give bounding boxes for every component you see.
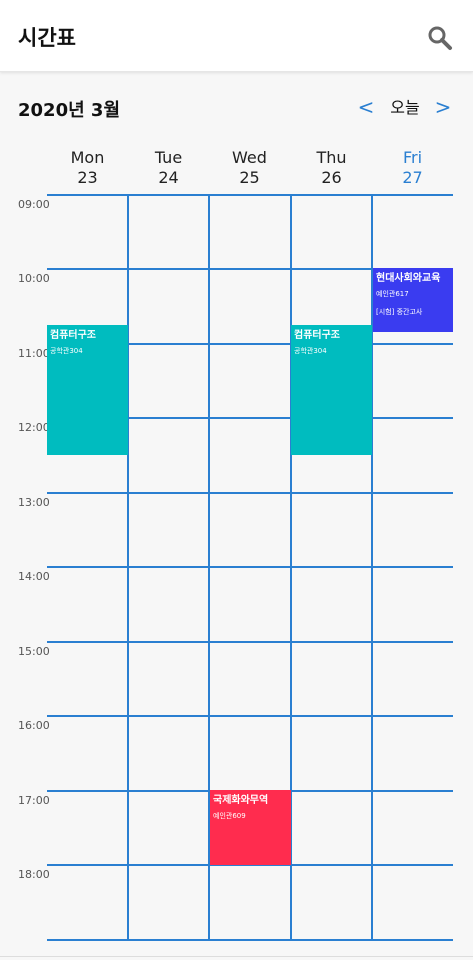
- app-title: 시간표: [18, 26, 76, 50]
- today-button[interactable]: 오늘: [390, 98, 420, 117]
- time-label: 13:00: [18, 496, 50, 509]
- day-date: 26: [321, 168, 342, 187]
- day-header-fri: Fri 27: [372, 148, 453, 192]
- next-week-button[interactable]: >: [434, 95, 452, 119]
- time-label: 18:00: [18, 868, 50, 881]
- day-header-wed: Wed 25: [209, 148, 290, 192]
- event-title: 국제화와무역: [213, 795, 269, 806]
- event-exam-note: [시험] 중간고사: [376, 308, 423, 316]
- time-label: 14:00: [18, 570, 50, 583]
- day-date: 24: [158, 168, 179, 187]
- grid-hline: [47, 343, 453, 345]
- day-date: 27: [402, 168, 423, 187]
- time-label: 17:00: [18, 794, 50, 807]
- grid-vline: [127, 194, 129, 941]
- grid-hline: [47, 417, 453, 419]
- event-title: 현대사회와교육: [376, 273, 441, 284]
- grid-vline: [208, 194, 210, 941]
- bottom-divider: [0, 956, 473, 957]
- grid-hline: [47, 566, 453, 568]
- grid-hline: [47, 641, 453, 643]
- event-computer-architecture-thu[interactable]: 컴퓨터구조 공학관304: [291, 325, 372, 455]
- search-button[interactable]: [426, 24, 454, 52]
- month-title: 2020년 3월: [18, 100, 121, 121]
- time-label: 11:00: [18, 347, 50, 360]
- event-title: 컴퓨터구조: [50, 330, 96, 341]
- day-header-thu: Thu 26: [291, 148, 372, 192]
- grid-hline: [47, 492, 453, 494]
- time-label: 09:00: [18, 198, 50, 211]
- month-navigation: 2020년 3월 < 오늘 >: [0, 90, 473, 126]
- time-label: 12:00: [18, 421, 50, 434]
- event-modern-society-education-fri[interactable]: 현대사회와교육 예인관617 [시험] 중간고사: [373, 268, 453, 332]
- grid-hline: [47, 939, 453, 941]
- event-globalization-trade-wed[interactable]: 국제화와무역 예인관609: [210, 790, 291, 865]
- grid-hline: [47, 194, 453, 196]
- day-name: Fri: [402, 148, 423, 167]
- grid-hline: [47, 864, 453, 866]
- time-label: 15:00: [18, 645, 50, 658]
- event-room: 공학관304: [294, 347, 327, 355]
- time-label: 10:00: [18, 272, 50, 285]
- day-header-mon: Mon 23: [47, 148, 128, 192]
- app-bar: 시간표: [0, 0, 473, 72]
- event-computer-architecture-mon[interactable]: 컴퓨터구조 공학관304: [47, 325, 128, 455]
- day-header-tue: Tue 24: [128, 148, 209, 192]
- event-room: 예인관617: [376, 290, 409, 298]
- day-name: Wed: [232, 148, 267, 167]
- time-label: 16:00: [18, 719, 50, 732]
- grid-vline: [290, 194, 292, 941]
- grid-vline: [371, 194, 373, 941]
- event-room: 공학관304: [50, 347, 83, 355]
- day-date: 25: [239, 168, 260, 187]
- day-name: Mon: [70, 148, 105, 167]
- timetable-grid: 컴퓨터구조 공학관304 컴퓨터구조 공학관304 현대사회와교육 예인관617…: [47, 194, 453, 941]
- day-name: Thu: [316, 148, 347, 167]
- day-name: Tue: [154, 148, 183, 167]
- event-room: 예인관609: [213, 812, 246, 820]
- grid-hline: [47, 715, 453, 717]
- event-title: 컴퓨터구조: [294, 330, 340, 341]
- grid-hline: [47, 268, 453, 270]
- search-icon: [428, 26, 452, 50]
- prev-week-button[interactable]: <: [357, 95, 375, 119]
- day-date: 23: [77, 168, 98, 187]
